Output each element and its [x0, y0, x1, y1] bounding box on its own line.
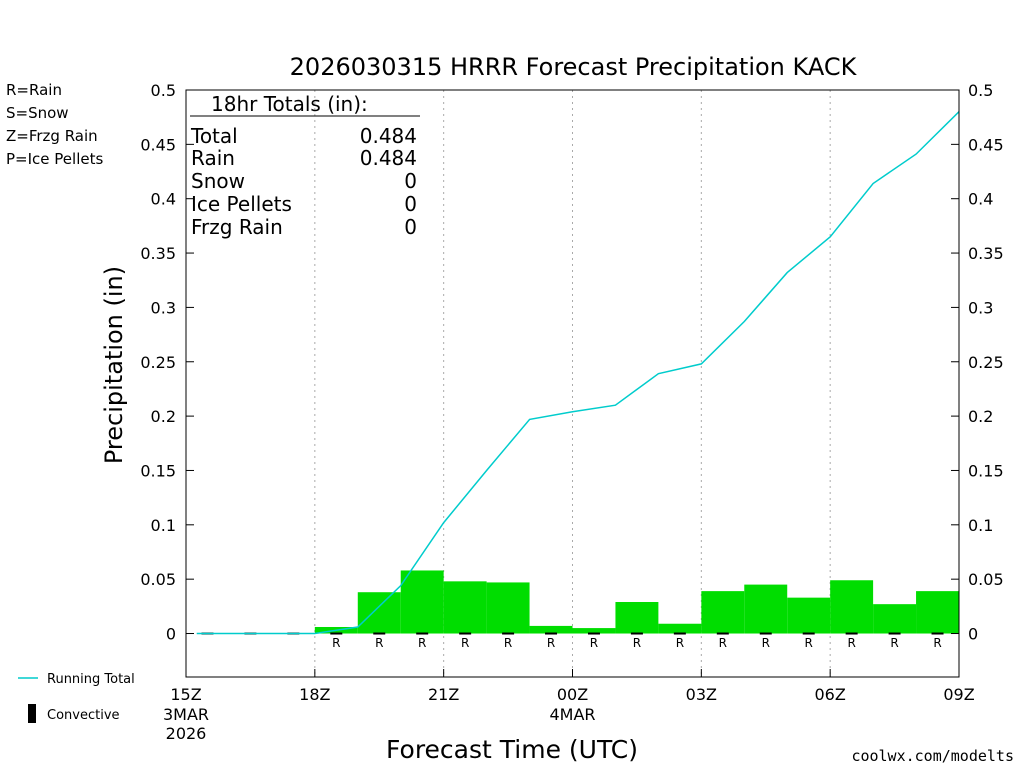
rain-bar: [529, 625, 573, 634]
y-tick-label-right: 0.4: [968, 190, 993, 209]
totals-value-frzg-rain: 0: [404, 215, 417, 239]
x-tick-label: 06Z: [815, 685, 846, 704]
running-total-legend-label: Running Total: [47, 672, 135, 687]
legend-ice-pellets: P=Ice Pellets: [6, 150, 103, 168]
x-tick-label: 00Z: [557, 685, 588, 704]
rain-bar: [357, 592, 401, 634]
precip-type-marker: R: [418, 636, 426, 650]
running-total-line: [196, 111, 960, 635]
hourly-rain-bars: [314, 570, 959, 634]
x-tick-year: 2026: [166, 724, 207, 743]
series-legend: Running Total Convective: [18, 672, 135, 723]
rain-bar: [916, 591, 959, 634]
x-tick-label: 03Z: [686, 685, 717, 704]
convective-legend-swatch: [28, 704, 36, 723]
totals-label-snow: Snow: [191, 169, 245, 193]
totals-label-total: Total: [190, 124, 238, 148]
precip-type-marker: R: [375, 636, 383, 650]
y-tick-label-right: 0.05: [968, 570, 1004, 589]
rain-bar: [787, 597, 831, 634]
precip-type-marker: R: [847, 636, 855, 650]
legend-snow: S=Snow: [6, 104, 69, 122]
y-tick-label-right: 0.5: [968, 81, 993, 100]
y-tick-label-left: 0.5: [151, 81, 176, 100]
y-tick-label-right: 0.2: [968, 407, 993, 426]
precip-type-marker: R: [762, 636, 770, 650]
y-axis-right: 0 0.05 0.1 0.15 0.2 0.25 0.3 0.35 0.4 0.45 0.5: [951, 81, 1004, 644]
precip-type-marker: R: [504, 636, 512, 650]
y-tick-label-left: 0.45: [140, 135, 176, 154]
convective-legend-label: Convective: [47, 708, 120, 723]
x-tick-date: 3MAR: [163, 705, 209, 724]
credit-text: coolwx.com/modelts: [851, 747, 1014, 765]
rain-bar: [658, 623, 702, 634]
x-tick-label: 15Z: [170, 685, 201, 704]
rain-bar: [400, 570, 444, 634]
precip-type-marker: R: [590, 636, 598, 650]
totals-box: 18hr Totals (in): Total 0.484 Rain 0.484…: [190, 92, 420, 239]
rain-bar: [744, 584, 788, 634]
y-tick-label-left: 0.35: [140, 244, 176, 263]
y-tick-label-right: 0.15: [968, 461, 1004, 480]
precip-type-marker: R: [461, 636, 469, 650]
rain-bar: [830, 580, 874, 634]
y-tick-label-left: 0.05: [140, 570, 176, 589]
y-tick-label-right: 0.25: [968, 353, 1004, 372]
precip-type-marker: R: [805, 636, 813, 650]
totals-label-ice-pellets: Ice Pellets: [191, 192, 292, 216]
rain-bar: [486, 582, 530, 634]
precip-type-marker: R: [547, 636, 555, 650]
y-tick-label-left: 0.3: [151, 298, 176, 317]
legend-frzg-rain: Z=Frzg Rain: [6, 127, 98, 145]
x-tick-label: 18Z: [299, 685, 330, 704]
x-tick-label: 21Z: [428, 685, 459, 704]
precip-type-legend: R=Rain S=Snow Z=Frzg Rain P=Ice Pellets: [6, 81, 103, 168]
y-tick-label-left: 0: [166, 625, 176, 644]
rain-bar: [701, 591, 745, 634]
y-tick-label-right: 0.3: [968, 298, 993, 317]
precip-type-marker: R: [633, 636, 641, 650]
y-tick-label-left: 0.15: [140, 461, 176, 480]
rain-bar: [873, 604, 917, 634]
totals-value-total: 0.484: [360, 124, 417, 148]
y-axis-title: Precipitation (in): [100, 266, 128, 464]
rain-bar: [443, 581, 487, 634]
totals-label-frzg-rain: Frzg Rain: [191, 215, 283, 239]
y-tick-label-right: 0.1: [968, 516, 993, 535]
precip-type-marker: R: [933, 636, 941, 650]
rain-bar: [572, 628, 616, 634]
totals-value-snow: 0: [404, 169, 417, 193]
precip-type-marker: R: [719, 636, 727, 650]
rain-bar: [615, 601, 659, 634]
vertical-gridlines: [314, 90, 831, 677]
y-tick-label-left: 0.2: [151, 407, 176, 426]
y-tick-label-left: 0.1: [151, 516, 176, 535]
y-tick-label-left: 0.25: [140, 353, 176, 372]
y-tick-label-right: 0: [968, 625, 978, 644]
x-tick-label: 09Z: [943, 685, 974, 704]
y-tick-label-left: 0.4: [151, 190, 176, 209]
totals-header: 18hr Totals (in):: [211, 92, 368, 116]
y-tick-label-right: 0.35: [968, 244, 1004, 263]
x-tick-date: 4MAR: [549, 705, 595, 724]
y-axis-left: 0 0.05 0.1 0.15 0.2 0.25 0.3 0.35 0.4 0.45 0.5: [140, 81, 194, 644]
x-axis-title: Forecast Time (UTC): [386, 735, 638, 764]
precip-type-marker: R: [332, 636, 340, 650]
precip-type-marker: R: [676, 636, 684, 650]
chart-title: 2026030315 HRRR Forecast Precipitation K…: [290, 53, 858, 81]
totals-value-ice-pellets: 0: [404, 192, 417, 216]
y-tick-label-right: 0.45: [968, 135, 1004, 154]
legend-rain: R=Rain: [6, 81, 62, 99]
totals-value-rain: 0.484: [360, 146, 417, 170]
totals-label-rain: Rain: [191, 146, 235, 170]
precip-type-marker: R: [890, 636, 898, 650]
